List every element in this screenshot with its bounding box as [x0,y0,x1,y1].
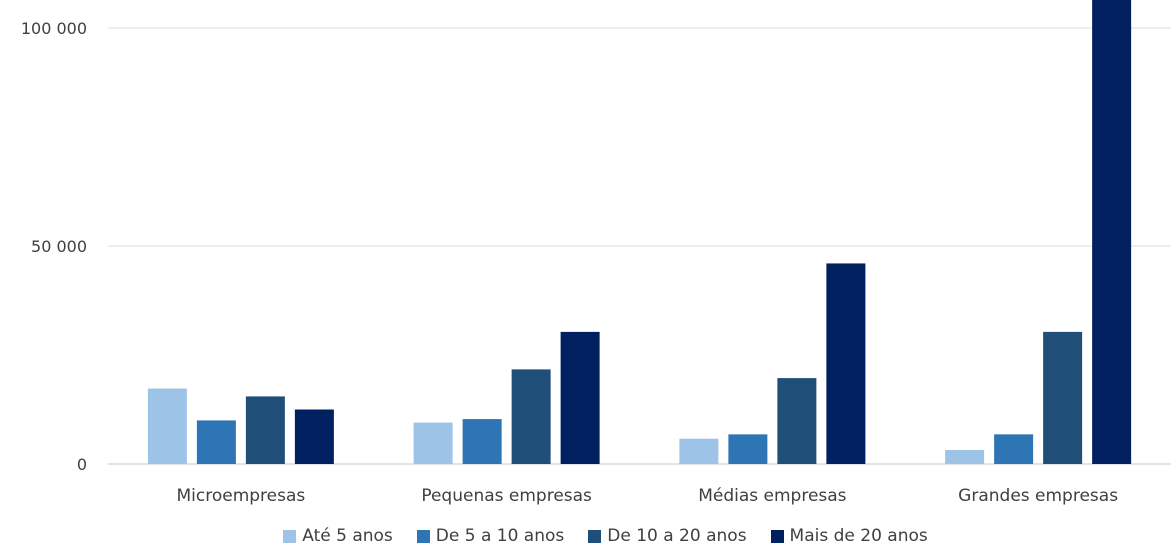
legend: Até 5 anos De 5 a 10 anos De 10 a 20 ano… [0,526,1171,546]
y-tick-label: 100 000 [21,19,87,38]
legend-item-de-10-a-20-anos: De 10 a 20 anos [588,526,747,546]
bar [511,369,551,464]
bar [945,450,985,464]
bar [728,434,768,464]
bar [826,263,866,464]
x-category-label: Grandes empresas [958,486,1118,506]
bar [245,396,285,464]
bar [1043,331,1083,464]
bar [294,409,334,464]
bar [679,438,719,464]
legend-swatch [588,529,602,543]
legend-label: De 5 a 10 anos [435,526,565,546]
y-tick-label: 50 000 [31,237,87,256]
bar [560,331,600,464]
gridlines [108,27,1171,465]
bar [462,419,502,464]
legend-swatch [283,529,297,543]
legend-label: De 10 a 20 anos [607,526,747,546]
legend-swatch [770,529,784,543]
x-category-label: Microempresas [176,486,305,506]
bar [1092,0,1132,464]
bar [994,434,1034,464]
x-category-label: Pequenas empresas [421,486,592,506]
x-axis-category-labels: Microempresas Pequenas empresas Médias emp… [176,486,1118,506]
y-tick-label: 0 [77,455,87,474]
legend-swatch [416,529,430,543]
legend-label: Até 5 anos [302,526,393,546]
bar [196,420,236,464]
y-axis-tick-labels: 0 50 000 100 000 [21,19,87,474]
bar [147,388,187,464]
bar [413,422,453,464]
legend-item-de-5-a-10-anos: De 5 a 10 anos [416,526,565,546]
x-category-label: Médias empresas [698,486,846,506]
bar [777,378,817,464]
legend-item-ate-5-anos: Até 5 anos [283,526,393,546]
legend-item-mais-de-20-anos: Mais de 20 anos [770,526,928,546]
legend-label: Mais de 20 anos [789,526,928,546]
bars [147,0,1132,464]
